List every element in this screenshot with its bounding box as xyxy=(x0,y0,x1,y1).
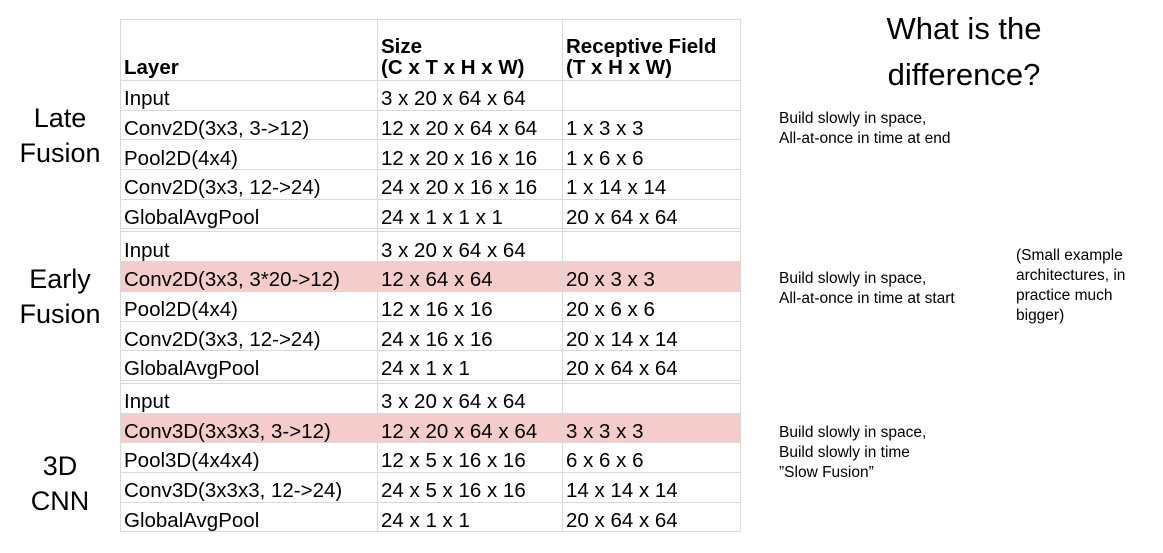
layer-cell: GlobalAvgPool xyxy=(120,501,378,533)
table-row: Conv2D(3x3, 3->12) 12 x 20 x 64 x 64 1 x 3… xyxy=(120,109,741,141)
size-cell: 3 x 20 x 64 x 64 xyxy=(377,382,563,414)
size-cell: 24 x 1 x 1 xyxy=(377,501,563,533)
table-row: Conv2D(3x3, 12->24) 24 x 20 x 16 x 16 1 x … xyxy=(120,169,741,200)
receptive-field-cell: 20 x 6 x 6 xyxy=(562,290,741,322)
layer-cell: GlobalAvgPool xyxy=(120,350,378,381)
3d-cnn-note: Build slowly in space, Build slowly in t… xyxy=(779,424,927,481)
layer-cell: Conv3D(3x3x3, 3->12) xyxy=(120,412,378,444)
size-cell: 12 x 16 x 16 xyxy=(377,290,563,322)
size-cell: 3 x 20 x 64 x 64 xyxy=(377,80,563,111)
layer-cell: Conv2D(3x3, 3*20->12) xyxy=(120,261,378,292)
receptive-field-cell: 1 x 3 x 3 xyxy=(562,109,741,141)
side-note: (Small example architectures, in practic… xyxy=(1016,247,1126,324)
layer-cell: Conv3D(3x3x3, 12->24) xyxy=(120,471,378,503)
layer-cell: Conv2D(3x3, 12->24) xyxy=(120,320,378,352)
layer-cell: Input xyxy=(120,382,378,414)
receptive-field-cell: 20 x 3 x 3 xyxy=(562,261,741,292)
size-cell: 24 x 16 x 16 xyxy=(377,320,563,352)
receptive-field-cell xyxy=(562,80,741,111)
receptive-field-cell: 1 x 6 x 6 xyxy=(562,139,741,171)
size-cell: 12 x 5 x 16 x 16 xyxy=(377,442,563,473)
size-cell: 12 x 20 x 64 x 64 xyxy=(377,109,563,141)
size-cell: 12 x 20 x 16 x 16 xyxy=(377,139,563,171)
table-row: Pool3D(4x4x4) 12 x 5 x 16 x 16 6 x 6 x 6 xyxy=(120,442,741,473)
table-row: Conv3D(3x3x3, 12->24) 24 x 5 x 16 x 16 14 … xyxy=(120,471,741,503)
separator-cell xyxy=(562,228,741,233)
late-fusion-label: Late Fusion xyxy=(19,103,101,168)
layer-cell: Input xyxy=(120,80,378,111)
header-size: Size (C x T x H x W) xyxy=(377,19,563,81)
late-fusion-note: Build slowly in space, All-at-once in ti… xyxy=(779,110,951,147)
table-row: Conv3D(3x3x3, 3->12) 12 x 20 x 64 x 64 3 x… xyxy=(120,412,741,444)
table-header-row: Layer Size (C x T x H x W) Receptive Fiel… xyxy=(120,19,741,81)
layer-table: Layer Size (C x T x H x W) Receptive Fiel… xyxy=(120,19,741,533)
receptive-field-cell: 14 x 14 x 14 xyxy=(562,471,741,503)
layer-cell: Pool3D(4x4x4) xyxy=(120,442,378,473)
layer-cell: Pool2D(4x4) xyxy=(120,139,378,171)
table-row: Pool2D(4x4) 12 x 16 x 16 20 x 6 x 6 xyxy=(120,290,741,322)
size-cell: 24 x 1 x 1 x 1 xyxy=(377,198,563,230)
layer-cell: Conv2D(3x3, 3->12) xyxy=(120,109,378,141)
receptive-field-cell xyxy=(562,231,741,263)
size-cell: 24 x 1 x 1 xyxy=(377,350,563,381)
table-row: Input 3 x 20 x 64 x 64 xyxy=(120,80,741,111)
receptive-field-cell xyxy=(562,382,741,414)
header-receptive-field: Receptive Field (T x H x W) xyxy=(562,19,741,81)
size-cell: 3 x 20 x 64 x 64 xyxy=(377,231,563,263)
size-cell: 12 x 64 x 64 xyxy=(377,261,563,292)
table-row: Input 3 x 20 x 64 x 64 xyxy=(120,231,741,263)
3d-cnn-label: 3D CNN xyxy=(30,451,90,516)
receptive-field-cell: 1 x 14 x 14 xyxy=(562,169,741,200)
receptive-field-cell: 20 x 14 x 14 xyxy=(562,320,741,352)
receptive-field-cell: 20 x 64 x 64 xyxy=(562,350,741,381)
group-separator xyxy=(120,379,741,384)
receptive-field-cell: 3 x 3 x 3 xyxy=(562,412,741,444)
table-row: Conv2D(3x3, 12->24) 24 x 16 x 16 20 x 14 x… xyxy=(120,320,741,352)
header-layer: Layer xyxy=(120,19,378,81)
receptive-field-cell: 6 x 6 x 6 xyxy=(562,442,741,473)
question-heading: What is the difference? xyxy=(886,11,1042,92)
receptive-field-cell: 20 x 64 x 64 xyxy=(562,501,741,533)
separator-cell xyxy=(562,379,741,384)
layer-cell: GlobalAvgPool xyxy=(120,198,378,230)
table-row: GlobalAvgPool 24 x 1 x 1 20 x 64 x 64 xyxy=(120,350,741,381)
receptive-field-cell: 20 x 64 x 64 xyxy=(562,198,741,230)
table-row: GlobalAvgPool 24 x 1 x 1 x 1 20 x 64 x 64 xyxy=(120,198,741,230)
table-row: GlobalAvgPool 24 x 1 x 1 20 x 64 x 64 xyxy=(120,501,741,533)
layer-cell: Pool2D(4x4) xyxy=(120,290,378,322)
early-fusion-label: Early Fusion xyxy=(19,264,101,329)
early-fusion-note: Build slowly in space, All-at-once in ti… xyxy=(779,270,955,307)
size-cell: 24 x 20 x 16 x 16 xyxy=(377,169,563,200)
table-row: Pool2D(4x4) 12 x 20 x 16 x 16 1 x 6 x 6 xyxy=(120,139,741,171)
layer-cell: Conv2D(3x3, 12->24) xyxy=(120,169,378,200)
group-separator xyxy=(120,228,741,233)
size-cell: 24 x 5 x 16 x 16 xyxy=(377,471,563,503)
table-row: Conv2D(3x3, 3*20->12) 12 x 64 x 64 20 x 3 … xyxy=(120,261,741,292)
layer-cell: Input xyxy=(120,231,378,263)
table-row: Input 3 x 20 x 64 x 64 xyxy=(120,382,741,414)
size-cell: 12 x 20 x 64 x 64 xyxy=(377,412,563,444)
